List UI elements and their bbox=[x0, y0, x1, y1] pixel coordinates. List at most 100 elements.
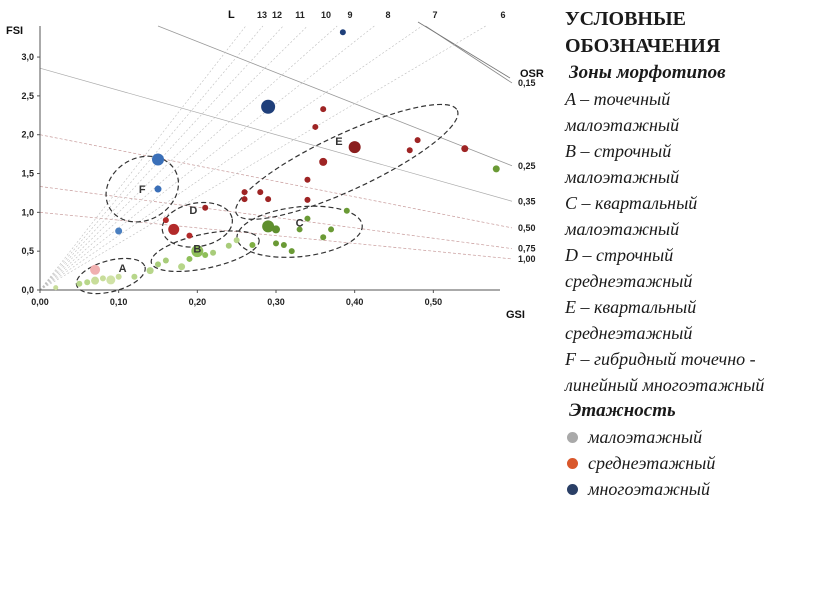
data-point bbox=[154, 185, 162, 193]
osr-tick-label: 0,75 bbox=[518, 244, 536, 254]
legend-floor-item: среднеэтажный bbox=[567, 450, 821, 476]
legend-zones-title: Зоны морфотипов bbox=[569, 62, 726, 83]
zone-ellipse bbox=[105, 155, 180, 223]
data-point bbox=[99, 275, 106, 282]
legend-floor-label: среднеэтажный bbox=[588, 453, 716, 473]
layer-ray bbox=[39, 25, 486, 291]
data-point bbox=[304, 215, 311, 222]
data-point bbox=[320, 106, 327, 113]
data-point bbox=[273, 240, 279, 247]
data-point bbox=[261, 99, 276, 114]
data-point bbox=[115, 227, 123, 235]
layer-ray-label: 10 bbox=[321, 10, 331, 20]
zone-label: E bbox=[335, 136, 342, 148]
x-tick-label: 0,00 bbox=[31, 297, 49, 307]
data-point bbox=[319, 157, 328, 166]
data-point bbox=[461, 145, 469, 153]
data-point bbox=[328, 226, 335, 233]
legend-zone-line: среднеэтажный bbox=[565, 271, 693, 291]
data-point bbox=[280, 241, 287, 248]
y-axis-label: FSI bbox=[6, 25, 23, 37]
data-point bbox=[241, 189, 248, 196]
layer-ray bbox=[39, 25, 423, 291]
legend-zone-line: малоэтажный bbox=[565, 167, 680, 187]
data-point bbox=[106, 275, 116, 285]
legend-zone-line: E – квартальный bbox=[565, 297, 697, 317]
data-point bbox=[414, 137, 421, 144]
data-point bbox=[90, 264, 101, 275]
layer-ray-label: 8 bbox=[385, 10, 390, 20]
data-point bbox=[178, 263, 186, 271]
layer-ray-label: 13 bbox=[257, 10, 267, 20]
layer-rays bbox=[39, 25, 486, 291]
data-point bbox=[131, 273, 138, 280]
legend-zone-list: A – точечный малоэтажный B – строчный малоэ… bbox=[565, 86, 821, 398]
y-tick-label: 1,5 bbox=[21, 169, 34, 179]
data-point bbox=[265, 196, 272, 203]
osr-lines bbox=[39, 21, 513, 260]
data-point bbox=[406, 147, 413, 154]
chart-labels: 0,15 0,25 0,35 0,50 0,751,00 OSR 13 12 11 10 9 8 7 6 L… bbox=[6, 9, 544, 321]
osr-line bbox=[39, 212, 513, 260]
osr-tick-label: 0,15 bbox=[518, 78, 536, 88]
layer-ray-label: 12 bbox=[272, 10, 282, 20]
legend-zone-line: B – строчный bbox=[565, 141, 672, 161]
x-axis-label: GSI bbox=[506, 309, 525, 321]
legend-zone-line: малоэтажный bbox=[565, 115, 680, 135]
legend-swatch-icon bbox=[567, 457, 578, 469]
data-point bbox=[241, 196, 248, 203]
data-point bbox=[272, 225, 280, 234]
y-tick-label: 3,0 bbox=[21, 52, 34, 62]
legend-zone-line: линейный многоэтажный bbox=[565, 375, 765, 395]
zone-ellipse bbox=[75, 257, 146, 295]
y-tick-label: 1,0 bbox=[21, 207, 34, 217]
data-point bbox=[312, 123, 319, 130]
legend: УСЛОВНЫЕ ОБОЗНАЧЕНИЯ Зоны морфотипов A –… bbox=[565, 6, 821, 502]
layer-ray-label: 11 bbox=[295, 10, 305, 20]
x-tick-label: 0,30 bbox=[267, 297, 285, 307]
y-tick-label: 0,0 bbox=[21, 285, 34, 295]
legend-title-line-2: ОБОЗНАЧЕНИЯ bbox=[565, 35, 721, 57]
zone-label: F bbox=[139, 184, 146, 196]
y-tick-label: 0,5 bbox=[21, 246, 34, 256]
data-point bbox=[202, 204, 209, 211]
axes bbox=[37, 26, 500, 293]
legend-swatch-icon bbox=[567, 483, 578, 495]
spacemate-chart: 0,15 0,25 0,35 0,50 0,751,00 OSR 13 12 11 10 9 8 7 6 L… bbox=[6, 9, 544, 321]
y-tick-label: 2,0 bbox=[21, 130, 34, 140]
layer-ray bbox=[39, 25, 375, 291]
osr-line bbox=[157, 25, 513, 167]
data-point bbox=[225, 242, 232, 249]
layer-ray bbox=[39, 25, 308, 291]
legend-zone-line: A – точечный bbox=[565, 89, 671, 109]
zone-ellipse bbox=[150, 230, 260, 273]
data-point bbox=[91, 276, 100, 285]
data-point bbox=[53, 285, 59, 291]
osr-line bbox=[39, 186, 513, 249]
zone-label: B bbox=[193, 244, 201, 256]
data-point bbox=[233, 237, 240, 244]
legend-floor-item: малоэтажный bbox=[567, 424, 821, 450]
layer-title: L bbox=[228, 9, 235, 21]
zone-label: D bbox=[189, 205, 197, 217]
data-point bbox=[296, 226, 303, 233]
data-point bbox=[249, 241, 256, 248]
data-point bbox=[492, 165, 500, 173]
data-point bbox=[115, 273, 122, 280]
data-point bbox=[186, 232, 193, 239]
data-point bbox=[202, 252, 209, 259]
zone-label: A bbox=[119, 263, 127, 275]
legend-zone-line: D – строчный bbox=[565, 245, 674, 265]
legend-zone-line: малоэтажный bbox=[565, 219, 680, 239]
data-point bbox=[162, 217, 169, 224]
legend-floors-title: Этажность bbox=[569, 400, 676, 421]
data-point bbox=[320, 234, 327, 241]
layer-ray-label: 9 bbox=[347, 10, 352, 20]
data-point bbox=[152, 153, 164, 166]
data-point bbox=[343, 207, 350, 214]
data-point bbox=[146, 267, 154, 275]
legend-floor-label: многоэтажный bbox=[588, 479, 710, 499]
layer-ray bbox=[39, 25, 264, 291]
x-tick-label: 0,20 bbox=[189, 297, 207, 307]
data-point bbox=[162, 257, 169, 264]
